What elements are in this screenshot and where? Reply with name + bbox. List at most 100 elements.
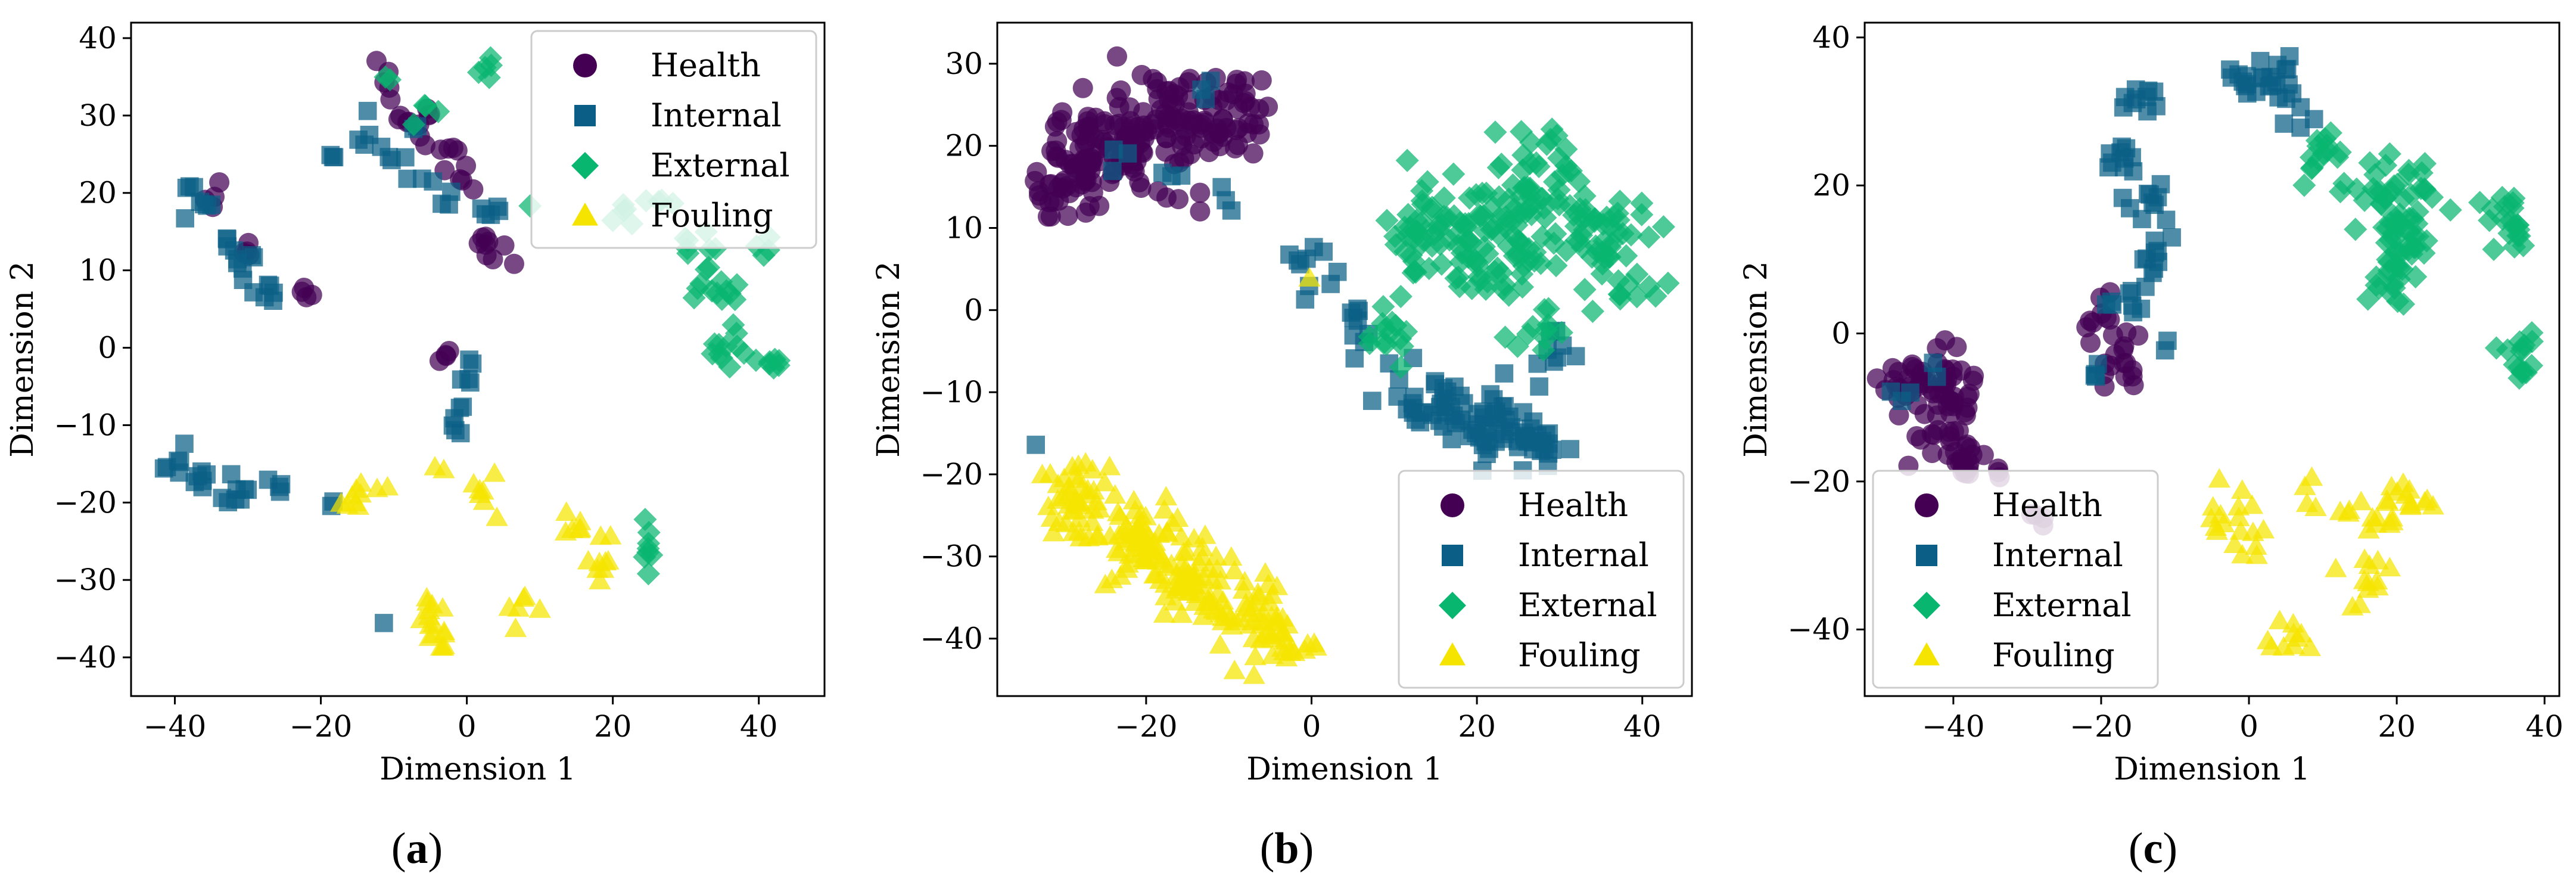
data-point-external xyxy=(1606,201,1629,225)
x-tick-label: −20 xyxy=(2070,709,2133,744)
data-point-external xyxy=(1393,240,1417,263)
data-point-fouling xyxy=(1254,562,1277,582)
x-tick-label: −40 xyxy=(144,709,207,744)
data-point-internal xyxy=(1495,364,1514,383)
data-point-external xyxy=(1497,234,1521,258)
data-point-fouling xyxy=(1170,603,1193,623)
legend-item-external: External xyxy=(1913,586,2132,624)
legend-marker-external xyxy=(1913,592,1940,619)
data-point-fouling xyxy=(528,598,551,618)
data-point-health xyxy=(494,235,515,256)
data-point-health xyxy=(1065,157,1085,178)
data-point-internal xyxy=(424,172,443,191)
data-point-internal xyxy=(2304,110,2323,129)
axes-frame xyxy=(1863,21,2561,697)
legend-item-health: Health xyxy=(573,46,761,84)
data-point-internal xyxy=(270,482,290,501)
legend-label: Internal xyxy=(651,97,782,134)
x-tick-label: 0 xyxy=(458,709,477,744)
data-point-external xyxy=(1516,175,1539,199)
data-point-external xyxy=(2412,241,2436,265)
series-external xyxy=(2292,121,2544,390)
data-point-external xyxy=(1590,262,1614,286)
data-point-internal xyxy=(1530,377,1548,396)
data-point-external xyxy=(1458,186,1482,210)
data-point-external xyxy=(1593,246,1617,270)
data-point-internal xyxy=(1927,367,1946,386)
x-tick-label: 40 xyxy=(1623,709,1662,744)
data-point-external xyxy=(744,348,768,372)
data-point-external xyxy=(2379,281,2403,306)
data-point-fouling xyxy=(1154,573,1177,593)
data-point-external xyxy=(725,334,749,358)
data-point-external xyxy=(2438,198,2462,222)
data-point-health xyxy=(1107,46,1127,67)
data-point-external xyxy=(1517,237,1541,261)
legend-marker-fouling xyxy=(1914,642,1940,666)
data-point-fouling xyxy=(504,617,527,637)
data-point-fouling xyxy=(2300,466,2323,486)
data-point-health xyxy=(1133,115,1154,136)
data-point-external xyxy=(697,256,721,279)
data-point-fouling xyxy=(597,549,620,570)
data-point-external xyxy=(2484,336,2508,360)
data-point-internal xyxy=(2103,295,2122,314)
panel-caption: (b) xyxy=(1260,824,1314,873)
data-point-external xyxy=(636,562,660,586)
data-point-fouling xyxy=(2230,479,2254,499)
data-point-external xyxy=(2300,156,2324,179)
data-point-health xyxy=(1168,189,1189,210)
data-point-fouling xyxy=(1153,603,1176,623)
data-point-external xyxy=(1630,191,1654,215)
y-tick-label: −10 xyxy=(54,408,117,442)
x-tick-label: 20 xyxy=(1458,709,1496,744)
data-point-fouling xyxy=(2337,502,2360,522)
data-point-fouling xyxy=(1156,522,1179,542)
data-point-external xyxy=(1473,219,1497,243)
data-point-health xyxy=(1962,445,1983,465)
data-point-fouling xyxy=(1170,526,1193,546)
data-point-external xyxy=(2519,353,2544,378)
data-point-internal xyxy=(185,473,204,492)
data-point-fouling xyxy=(2381,511,2404,530)
caption-letter: a xyxy=(406,824,428,873)
y-tick-label: −20 xyxy=(920,457,983,492)
data-point-external xyxy=(1390,334,1414,358)
data-point-health xyxy=(1955,405,1976,426)
data-point-fouling xyxy=(1258,591,1281,611)
data-point-health xyxy=(301,284,322,305)
data-point-external xyxy=(1493,273,1517,297)
data-point-fouling xyxy=(568,518,591,539)
data-point-internal xyxy=(375,614,393,632)
series-fouling xyxy=(1031,267,1327,684)
data-point-health xyxy=(1962,370,1983,391)
data-point-external xyxy=(2292,173,2316,197)
data-point-external xyxy=(2512,333,2536,357)
data-point-fouling xyxy=(2231,544,2254,564)
data-point-fouling xyxy=(2256,629,2279,650)
data-point-fouling xyxy=(1243,664,1265,684)
data-point-external xyxy=(1573,278,1597,302)
data-point-health xyxy=(1066,177,1087,198)
legend-label: Health xyxy=(1518,486,1628,524)
data-point-fouling xyxy=(1305,636,1327,656)
data-point-external xyxy=(2391,292,2416,316)
data-point-external xyxy=(1511,158,1535,182)
data-point-internal xyxy=(1345,349,1364,368)
legend: Health Internal External Fouling xyxy=(1872,470,2159,689)
legend-label: Health xyxy=(651,46,761,84)
data-point-fouling xyxy=(1135,537,1159,557)
data-point-external xyxy=(2319,121,2342,145)
y-axis-label: Dimension 2 xyxy=(1738,261,1774,458)
data-point-external xyxy=(2363,163,2387,187)
data-point-external xyxy=(1470,181,1494,205)
x-tick-label: −20 xyxy=(290,709,353,744)
legend-box xyxy=(1398,470,1685,689)
data-point-fouling xyxy=(1298,267,1321,287)
data-point-external xyxy=(1532,338,1555,362)
data-point-internal xyxy=(1217,191,1235,210)
data-point-external xyxy=(2502,214,2526,238)
data-point-fouling xyxy=(2242,521,2264,541)
axes-frame xyxy=(996,21,1693,697)
